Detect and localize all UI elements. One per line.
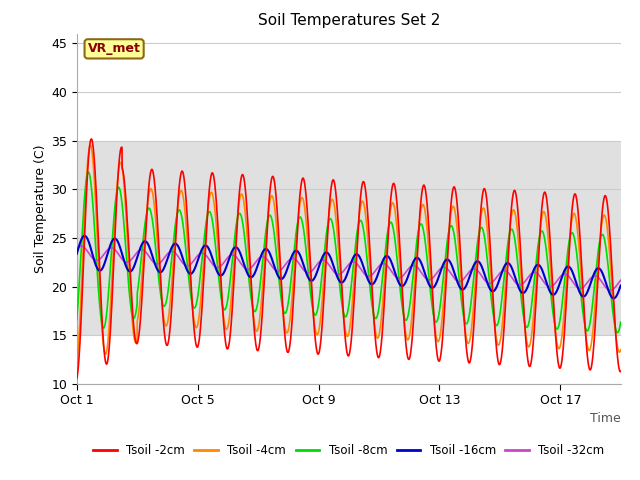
- Text: Time: Time: [590, 412, 621, 425]
- Bar: [77, 141, 621, 336]
- Title: Soil Temperatures Set 2: Soil Temperatures Set 2: [258, 13, 440, 28]
- Text: VR_met: VR_met: [88, 42, 141, 55]
- Y-axis label: Soil Temperature (C): Soil Temperature (C): [34, 144, 47, 273]
- Legend: Tsoil -2cm, Tsoil -4cm, Tsoil -8cm, Tsoil -16cm, Tsoil -32cm: Tsoil -2cm, Tsoil -4cm, Tsoil -8cm, Tsoi…: [88, 439, 609, 461]
